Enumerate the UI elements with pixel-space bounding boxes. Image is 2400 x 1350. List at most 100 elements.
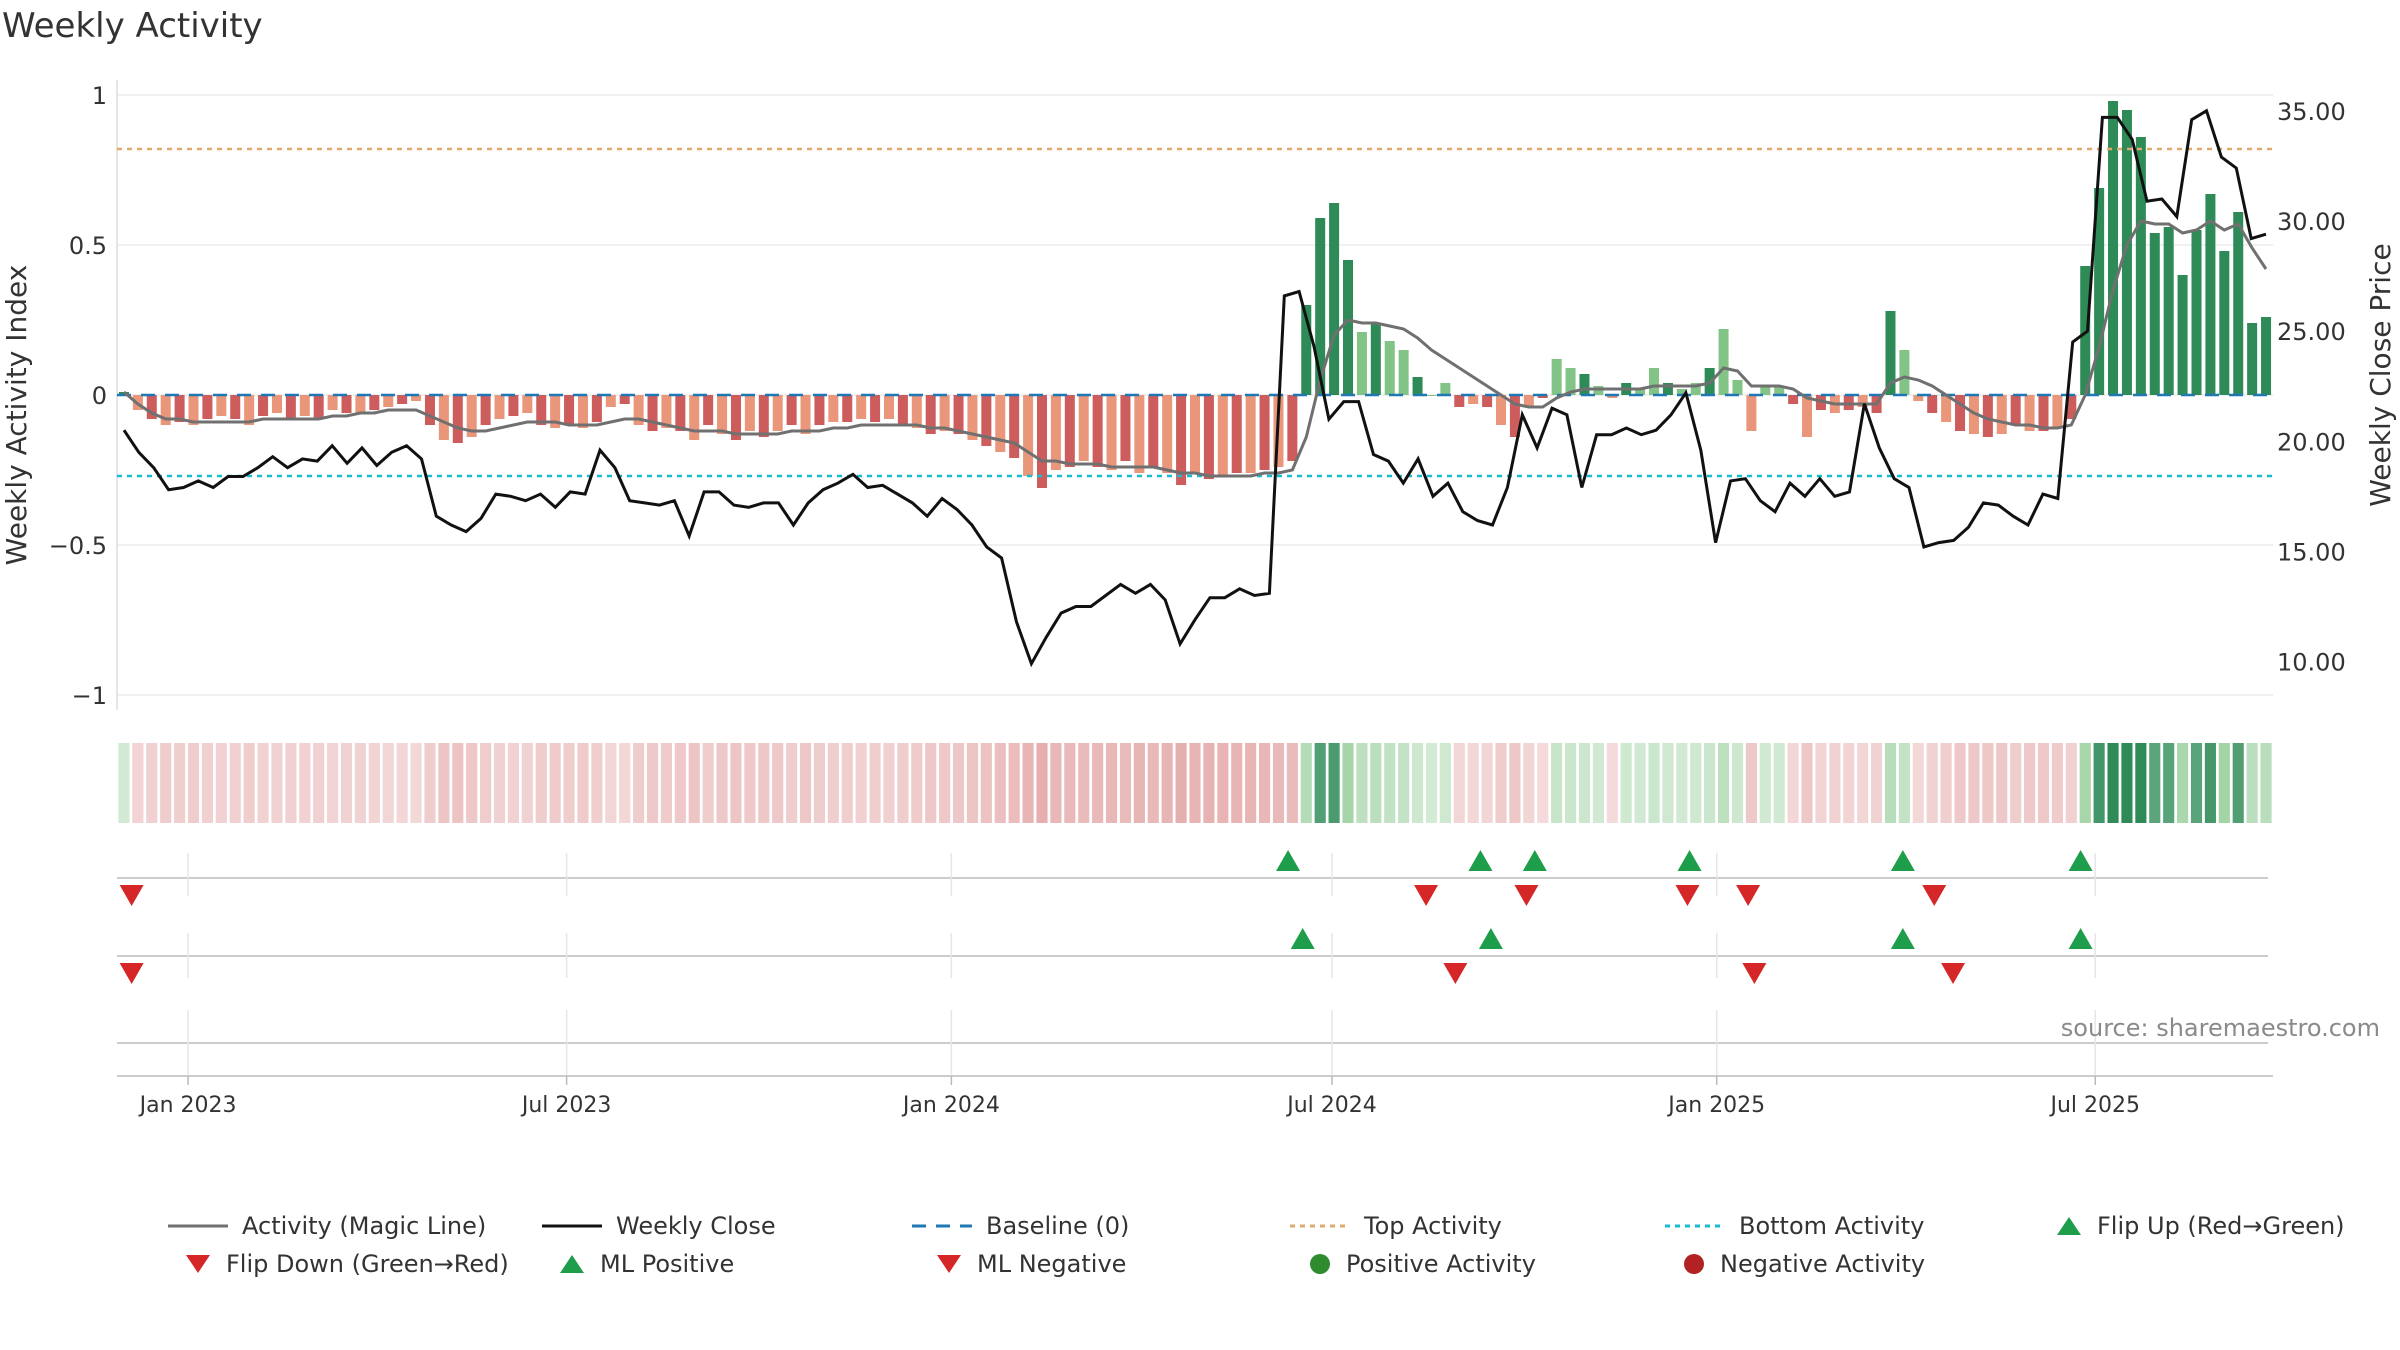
heat-strip-cell xyxy=(827,743,839,823)
activity-bar xyxy=(2094,188,2105,395)
heat-strip-cell xyxy=(716,743,728,823)
heat-strip-cell xyxy=(1620,743,1632,823)
y-left-axis-label: Weekly Activity Index xyxy=(0,265,33,566)
activity-bar xyxy=(1259,395,1270,470)
ml-positive-marker xyxy=(2068,928,2093,949)
heat-strip-cell xyxy=(368,743,380,823)
activity-bar xyxy=(675,395,686,431)
ml-negative-marker xyxy=(1742,963,1767,984)
heat-strip-cell xyxy=(1745,743,1757,823)
y-left-tick-label: −1 xyxy=(72,682,107,710)
heat-strip-cell xyxy=(466,743,478,823)
heat-strip-cell xyxy=(243,743,255,823)
magic-line xyxy=(123,219,2268,478)
heat-strip-cell xyxy=(382,743,394,823)
x-tick-label: Jan 2023 xyxy=(138,1093,237,1118)
ml-positive-marker xyxy=(1478,928,1503,949)
heat-strip-cell xyxy=(1634,743,1646,823)
activity-bar xyxy=(258,395,269,416)
y-left-tick-label: 0.5 xyxy=(69,232,107,260)
activity-bar xyxy=(1176,395,1187,485)
legend-label: Activity (Magic Line) xyxy=(242,1212,487,1240)
heat-strip-cell xyxy=(354,743,366,823)
flip-down-marker xyxy=(119,885,144,906)
activity-bar xyxy=(2233,212,2244,395)
heat-strip-cell xyxy=(605,743,617,823)
heat-strip-cell xyxy=(577,743,589,823)
heat-strip-cell xyxy=(1690,743,1702,823)
x-tick-label: Jan 2025 xyxy=(1666,1093,1765,1118)
heat-strip-cell xyxy=(1078,743,1090,823)
activity-bar xyxy=(1342,260,1354,395)
activity-bar xyxy=(285,395,296,419)
legend-label: Weekly Close xyxy=(616,1212,776,1240)
y-right-tick-label: 30.00 xyxy=(2277,208,2346,236)
activity-bar xyxy=(633,395,644,425)
activity-bar xyxy=(2163,227,2174,395)
activity-bar xyxy=(1356,332,1367,395)
heat-strip-cell xyxy=(799,743,812,823)
heat-strip-cell xyxy=(1551,743,1563,823)
activity-bar xyxy=(327,395,338,410)
activity-bar xyxy=(1231,395,1242,473)
heat-strip-cell xyxy=(1718,743,1730,823)
y-left-tick-label: 0 xyxy=(92,382,107,410)
heat-strip-cell xyxy=(1509,743,1521,823)
activity-bar xyxy=(1050,395,1061,470)
heat-strip-cell xyxy=(424,743,436,823)
y-left-tick-label: 1 xyxy=(92,82,107,110)
y-left-tick-label: −0.5 xyxy=(49,532,107,560)
legend-label: Positive Activity xyxy=(1346,1250,1536,1278)
activity-bar xyxy=(271,395,282,413)
activity-bar xyxy=(452,395,463,443)
heat-strip-cell xyxy=(521,743,533,823)
activity-bar xyxy=(2066,395,2077,419)
heat-strip-cell xyxy=(1884,743,1897,823)
heat-strip-cell xyxy=(396,743,408,823)
heat-strip-cell xyxy=(1564,743,1577,823)
heat-strip-cell xyxy=(2149,743,2161,823)
heat-strip-cell xyxy=(1300,743,1312,823)
activity-bar xyxy=(1092,395,1103,467)
heat-strip-cell xyxy=(146,743,158,823)
x-tick-label: Jul 2025 xyxy=(2048,1093,2140,1118)
heat-strip-cell xyxy=(1439,743,1451,823)
flip-down-marker xyxy=(1514,885,1539,906)
activity-bar xyxy=(2135,137,2146,395)
heat-strip-cell xyxy=(1258,743,1271,823)
heat-strip-cell xyxy=(2177,743,2189,823)
legend-item: Positive Activity xyxy=(1308,1250,1536,1278)
activity-bar xyxy=(1982,395,1993,437)
heat-strip-cell xyxy=(2093,743,2105,823)
heat-strip-cell xyxy=(1105,743,1118,823)
triangle-up-icon xyxy=(560,1255,584,1273)
heat-strip-cell xyxy=(1843,743,1855,823)
heat-strip-cell xyxy=(2204,743,2216,823)
activity-bar xyxy=(1857,395,1868,407)
heat-strip-cell xyxy=(1898,743,1910,823)
heat-strip-cell xyxy=(327,743,339,823)
heat-strip-cell xyxy=(2246,743,2258,823)
activity-bar xyxy=(870,395,881,422)
ml-negative-marker xyxy=(1941,963,1966,984)
activity-bar xyxy=(1454,395,1465,407)
heat-strip-cell xyxy=(1787,743,1799,823)
heat-strip-cell xyxy=(813,743,826,823)
heat-strip-cell xyxy=(313,743,325,823)
heat-strip-cell xyxy=(1759,743,1771,823)
heat-strip-cell xyxy=(994,743,1006,823)
activity-bar xyxy=(1496,395,1507,425)
activity-bar xyxy=(564,395,575,425)
activity-bar xyxy=(411,395,422,401)
heat-strip-cell xyxy=(1940,743,1952,823)
activity-bar xyxy=(1162,395,1173,473)
activity-bar xyxy=(689,395,700,440)
y-right-axis-label: Weekly Close Price xyxy=(2364,243,2397,506)
heat-strip-cell xyxy=(229,743,241,823)
flip-up-marker xyxy=(1468,850,1493,871)
activity-bar xyxy=(953,395,964,434)
ml-positive-marker xyxy=(1890,928,1915,949)
activity-bar xyxy=(703,395,714,425)
activity-bar xyxy=(508,395,519,416)
heat-strip-cell xyxy=(1495,743,1507,823)
